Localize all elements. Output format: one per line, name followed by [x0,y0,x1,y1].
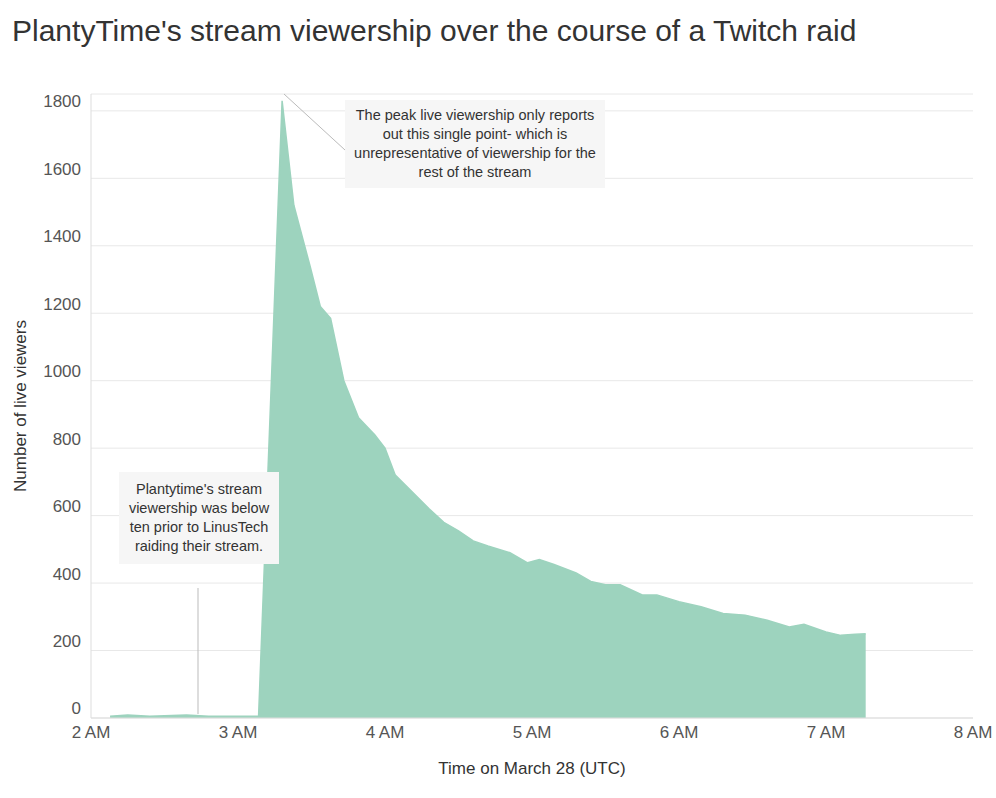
svg-text:400: 400 [53,565,81,584]
svg-text:3 AM: 3 AM [219,723,258,742]
svg-text:800: 800 [53,430,81,449]
svg-text:6 AM: 6 AM [660,723,699,742]
svg-text:0: 0 [72,699,81,718]
html-text:The peak live viewership only: The peak live viewership only reports ou… [354,107,596,180]
svg-text:8 AM: 8 AM [954,723,988,742]
svg-text:5 AM: 5 AM [513,723,552,742]
svg-text:2 AM: 2 AM [72,723,111,742]
svg-text:1200: 1200 [43,295,81,314]
svg-text:1800: 1800 [43,92,81,111]
svg-text:1400: 1400 [43,227,81,246]
html-text:Plantytime's stream viewership: Plantytime's stream viewership was below… [128,481,270,554]
svg-text:200: 200 [53,632,81,651]
svg-text:Number of live viewers: Number of live viewers [11,320,30,492]
svg-text:Time on March 28 (UTC): Time on March 28 (UTC) [438,759,625,778]
svg-text:600: 600 [53,497,81,516]
html-text:PlantyTime's stream viewership: PlantyTime's stream viewership over the … [12,14,857,47]
svg-text:1000: 1000 [43,362,81,381]
svg-text:4 AM: 4 AM [366,723,405,742]
svg-text:1600: 1600 [43,160,81,179]
svg-text:7 AM: 7 AM [807,723,846,742]
